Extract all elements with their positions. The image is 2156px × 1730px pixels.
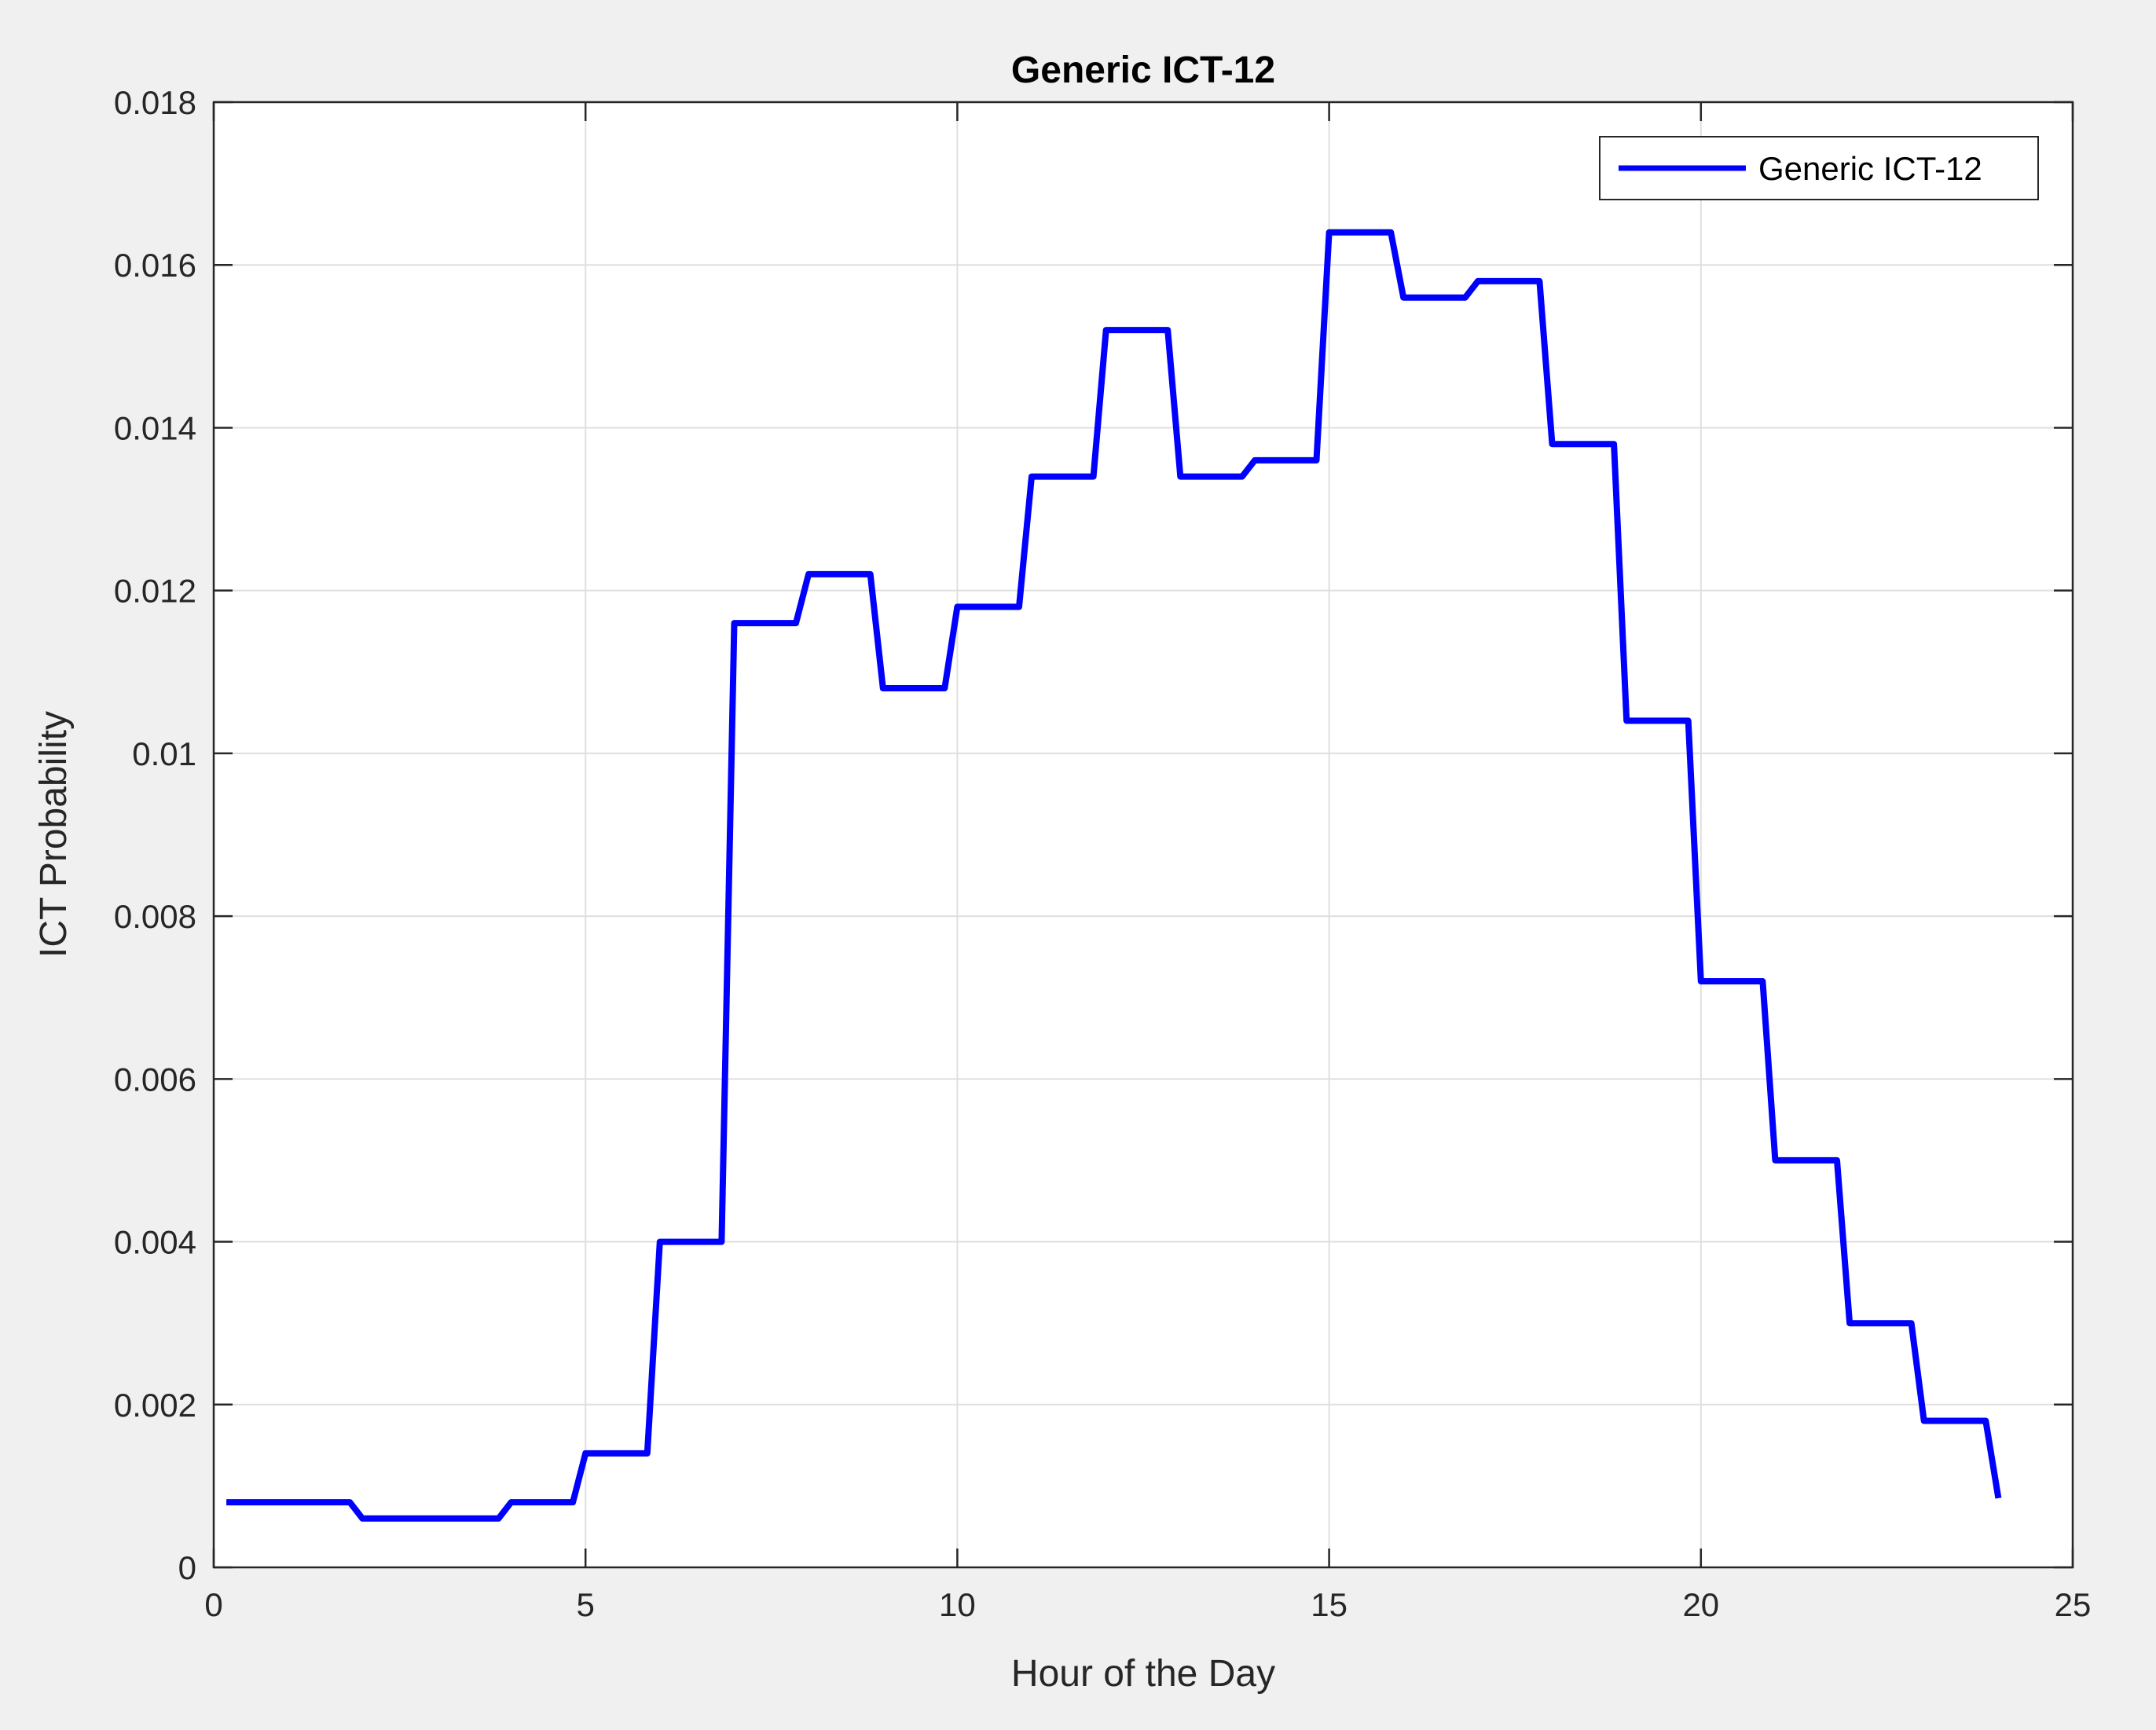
plot-area: [214, 102, 2073, 1567]
x-tick-label: 15: [1311, 1586, 1348, 1623]
y-axis-label: ICT Probability: [33, 711, 75, 958]
y-tick-label: 0.002: [114, 1387, 196, 1424]
legend-entry-label: Generic ICT-12: [1758, 150, 1982, 187]
x-tick-label: 0: [204, 1586, 222, 1623]
x-tick-label: 20: [1682, 1586, 1719, 1623]
tick-marks: [212, 101, 2074, 1569]
y-tick-label: 0.004: [114, 1224, 196, 1261]
y-tick-label: 0.01: [132, 735, 196, 772]
y-tick-label: 0.008: [114, 898, 196, 935]
legend: Generic ICT-12: [1599, 136, 2039, 200]
x-tick-label: 10: [939, 1586, 976, 1623]
grid-lines: [214, 102, 2073, 1567]
x-tick-label: 25: [2055, 1586, 2092, 1623]
y-tick-labels: 0 0.002 0.004 0.006 0.008 0.01 0.012 0.014 0.016…: [114, 84, 196, 1586]
y-tick-label: 0.006: [114, 1061, 196, 1098]
y-tick-label: 0: [178, 1549, 196, 1586]
chart-title: Generic ICT-12: [1011, 49, 1275, 91]
series-line-0: [226, 229, 2002, 1522]
x-tick-labels: 0 5 10 15 20 25: [204, 1586, 2091, 1623]
x-tick-label: 5: [577, 1586, 595, 1623]
y-tick-label: 0.014: [114, 409, 196, 446]
series-layer: [226, 229, 2002, 1522]
y-tick-label: 0.012: [114, 573, 196, 610]
y-tick-label: 0.016: [114, 247, 196, 284]
axes-box: [212, 101, 2074, 1569]
y-tick-label: 0.018: [114, 84, 196, 121]
x-axis-label: Hour of the Day: [1011, 1653, 1275, 1695]
